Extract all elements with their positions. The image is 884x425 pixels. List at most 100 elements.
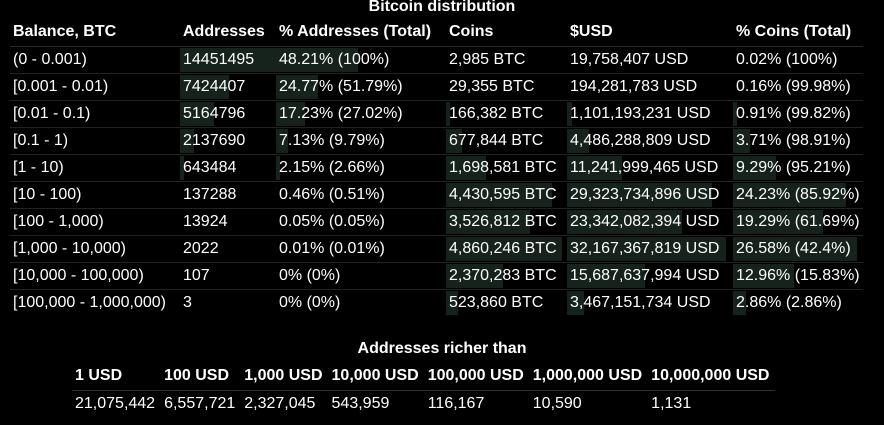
distribution-body: (0 - 0.001) 14451495 48.21% (100%) 2,985 BT… [10, 46, 863, 316]
cell-pct-coins-text: 24.23% (85.92%) [736, 186, 860, 203]
cell-addresses-text: 5164796 [183, 105, 246, 122]
cell-usd-text: 11,241,999,465 USD [570, 159, 719, 176]
value-bar [276, 48, 358, 72]
rich-title: Addresses richer than [357, 340, 527, 357]
value-bar [180, 102, 215, 126]
cell-pct-coins-text: 0.91% (99.82%) [736, 105, 851, 122]
value-bar [180, 129, 195, 153]
value-bar [446, 237, 562, 261]
cell-coins: 2,370,283 BTC [446, 262, 567, 290]
cell-pct-addresses-text: 17.23% (27.02%) [279, 105, 403, 122]
cell-coins: 677,844 BTC [446, 127, 567, 155]
header-pct-addresses: % Addresses (Total) [276, 17, 446, 47]
cell-pct-addresses: 0.46% (0.51%) [276, 181, 446, 209]
cell-pct-coins: 0.16% (99.98%) [733, 73, 863, 101]
cell-range: [100,000 - 1,000,000) [10, 289, 180, 316]
cell-pct-addresses: 17.23% (27.02%) [276, 100, 446, 128]
cell-range-text: [0.1 - 1) [13, 132, 69, 149]
table-row: [10 - 100) 137288 0.46% (0.51%) 4,430,595 B… [10, 181, 863, 209]
cell-range: (0 - 0.001) [10, 46, 180, 74]
value-bar [733, 183, 847, 207]
value-bar [567, 129, 590, 153]
cell-pct-coins-text: 3.71% (98.91%) [736, 132, 851, 149]
cell-pct-addresses-text: 2.15% (2.66%) [279, 159, 385, 176]
cell-range: [1 - 10) [10, 154, 180, 182]
cell-pct-addresses: 0% (0%) [276, 262, 446, 290]
cell-addresses: 13924 [180, 208, 276, 236]
cell-range-text: [100,000 - 1,000,000) [13, 294, 167, 311]
cell-pct-addresses-text: 7.13% (9.79%) [279, 132, 385, 149]
cell-coins-text: 677,844 BTC [449, 132, 544, 149]
cell-usd: 32,167,367,819 USD [567, 235, 733, 263]
cell-addresses: 7424407 [180, 73, 276, 101]
value-bar [567, 102, 573, 126]
cell-usd: 194,281,783 USD [567, 73, 733, 101]
cell-coins: 29,355 BTC [446, 73, 567, 101]
value-bar [733, 237, 858, 261]
cell-usd: 29,323,734,896 USD [567, 181, 733, 209]
cell-range: [0.001 - 0.01) [10, 73, 180, 101]
cell-coins-text: 523,860 BTC [449, 294, 544, 311]
rich-value-cell: 2,327,045 [244, 395, 316, 412]
cell-coins-text: 1,698,581 BTC [449, 159, 557, 176]
cell-usd-text: 1,101,193,231 USD [570, 105, 711, 122]
cell-addresses: 5164796 [180, 100, 276, 128]
cell-addresses-text: 3 [183, 294, 192, 311]
page-title: Bitcoin distribution [368, 0, 516, 15]
cell-coins-text: 3,526,812 BTC [449, 213, 557, 230]
cell-pct-coins-text: 19.29% (61.69%) [736, 213, 860, 230]
value-bar [180, 48, 276, 72]
cell-addresses-text: 7424407 [183, 78, 246, 95]
cell-pct-coins: 3.71% (98.91%) [733, 127, 863, 155]
cell-usd: 4,486,288,809 USD [567, 127, 733, 155]
table-row: [10,000 - 100,000) 107 0% (0%) 2,370,283 BT… [10, 262, 863, 290]
cell-range: [0.1 - 1) [10, 127, 180, 155]
cell-pct-addresses-text: 0.05% (0.05%) [279, 213, 385, 230]
cell-pct-coins-text: 0.02% (100%) [736, 51, 838, 68]
cell-coins: 523,860 BTC [446, 289, 567, 316]
value-bar [567, 183, 712, 207]
cell-addresses: 14451495 [180, 46, 276, 74]
cell-usd-text: 32,167,367,819 USD [570, 240, 720, 257]
value-bar [446, 264, 503, 288]
cell-addresses: 643484 [180, 154, 276, 182]
table-row: [100,000 - 1,000,000) 3 0% (0%) 523,860 BTC… [10, 289, 863, 316]
value-bar [733, 264, 794, 288]
cell-coins: 2,985 BTC [446, 46, 567, 74]
value-bar [733, 291, 747, 315]
cell-range-text: [1 - 10) [13, 159, 64, 176]
cell-pct-coins-text: 0.16% (99.98%) [736, 78, 851, 95]
header-pct-coins: % Coins (Total) [733, 17, 863, 47]
rich-value-cell: 10,590 [532, 395, 582, 412]
cell-usd-text: 19,758,407 USD [570, 51, 689, 68]
cell-usd-text: 4,486,288,809 USD [570, 132, 711, 149]
header-addresses: Addresses [180, 17, 276, 47]
value-bar [567, 156, 623, 180]
table-row: [1 - 10) 643484 2.15% (2.66%) 1,698,581 BTC… [10, 154, 863, 182]
value-bar [567, 210, 683, 234]
value-bar [567, 237, 726, 261]
header-coins: Coins [446, 17, 567, 47]
cell-range-text: [1,000 - 10,000) [13, 240, 126, 257]
cell-pct-coins: 9.29% (95.21%) [733, 154, 863, 182]
header-balance: Balance, BTC [10, 17, 180, 47]
cell-usd: 1,101,193,231 USD [567, 100, 733, 128]
cell-usd-text: 15,687,637,994 USD [570, 267, 720, 284]
cell-range: [1,000 - 10,000) [10, 235, 180, 263]
cell-usd-text: 3,467,151,734 USD [570, 294, 711, 311]
cell-pct-coins: 19.29% (61.69%) [733, 208, 863, 236]
value-bar [276, 129, 289, 153]
cell-pct-addresses-text: 0% (0%) [279, 294, 341, 311]
table-row: [0.01 - 0.1) 5164796 17.23% (27.02%) 166,38… [10, 100, 863, 128]
cell-addresses: 107 [180, 262, 276, 290]
value-bar [446, 102, 450, 126]
table-row: [100 - 1,000) 13924 0.05% (0.05%) 3,526,812… [10, 208, 863, 236]
value-bar [733, 210, 824, 234]
cell-coins-text: 2,370,283 BTC [449, 267, 557, 284]
cell-usd: 15,687,637,994 USD [567, 262, 733, 290]
cell-pct-coins-text: 26.58% (42.4%) [736, 240, 851, 257]
cell-usd-text: 29,323,734,896 USD [570, 186, 720, 203]
header-usd: $USD [567, 17, 733, 47]
value-bar [567, 291, 585, 315]
cell-addresses-text: 13924 [183, 213, 228, 230]
